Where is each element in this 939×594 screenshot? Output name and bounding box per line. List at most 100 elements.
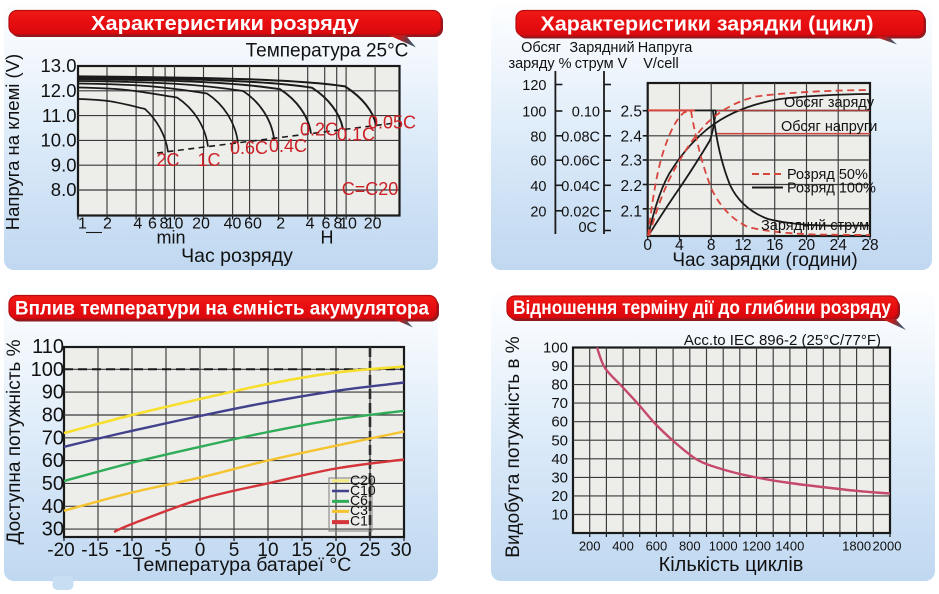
svg-text:12.0: 12.0 [40, 80, 76, 101]
svg-text:0.10: 0.10 [572, 105, 600, 121]
svg-text:6: 6 [148, 216, 157, 233]
svg-text:Час розряду: Час розряду [181, 245, 293, 267]
svg-text:80: 80 [42, 404, 64, 426]
svg-text:60: 60 [530, 154, 546, 170]
svg-text:110: 110 [32, 336, 64, 358]
svg-text:400: 400 [612, 539, 634, 554]
svg-text:10: 10 [257, 540, 278, 561]
svg-text:20: 20 [364, 216, 382, 233]
svg-text:0: 0 [195, 540, 206, 561]
svg-text:0.4C: 0.4C [269, 136, 307, 156]
svg-text:0: 0 [643, 237, 652, 254]
svg-text:20: 20 [192, 216, 210, 233]
svg-text:16: 16 [766, 237, 783, 254]
svg-text:2000: 2000 [873, 539, 902, 554]
svg-text:C10: C10 [350, 482, 376, 498]
svg-text:30: 30 [42, 519, 64, 541]
svg-text:6: 6 [322, 216, 331, 233]
svg-text:0.05C: 0.05C [368, 113, 416, 133]
svg-text:10: 10 [339, 216, 357, 233]
svg-text:80: 80 [551, 377, 568, 394]
svg-text:20: 20 [325, 540, 346, 561]
svg-text:80: 80 [530, 129, 546, 145]
svg-text:-10: -10 [115, 540, 142, 561]
svg-text:50: 50 [42, 473, 64, 495]
svg-text:50: 50 [551, 432, 568, 449]
svg-text:0C: 0C [578, 220, 597, 236]
svg-text:Доступна потужність %: Доступна потужність % [4, 339, 25, 544]
svg-text:H: H [321, 228, 334, 248]
svg-text:13.0: 13.0 [40, 55, 76, 76]
svg-text:40: 40 [551, 451, 568, 468]
svg-text:2.3: 2.3 [620, 153, 642, 170]
svg-text:C3: C3 [350, 502, 368, 518]
svg-text:0.1C: 0.1C [337, 125, 375, 145]
svg-text:60: 60 [42, 450, 64, 472]
svg-text:1800: 1800 [842, 539, 871, 554]
svg-text:70: 70 [42, 427, 64, 449]
svg-text:8: 8 [707, 237, 716, 254]
svg-text:20: 20 [530, 204, 546, 220]
svg-text:10.0: 10.0 [40, 130, 76, 151]
svg-text:C6: C6 [350, 492, 368, 508]
svg-text:8.0: 8.0 [51, 179, 77, 200]
svg-text:Час зарядки (години): Час зарядки (години) [672, 250, 857, 271]
svg-text:60: 60 [551, 414, 568, 431]
svg-text:40: 40 [530, 179, 546, 195]
svg-text:2C: 2C [156, 150, 179, 170]
svg-text:4: 4 [133, 216, 142, 233]
svg-text:0.6C: 0.6C [230, 138, 268, 158]
svg-text:-5: -5 [155, 540, 172, 561]
svg-text:800: 800 [679, 539, 701, 554]
svg-text:4: 4 [675, 237, 684, 254]
svg-text:2.2: 2.2 [620, 178, 642, 195]
svg-text:Зарядний: Зарядний [569, 40, 634, 56]
svg-text:V/cell: V/cell [643, 56, 678, 72]
svg-text:12: 12 [734, 237, 751, 254]
svg-text:Температура 25°C: Температура 25°C [246, 41, 409, 62]
svg-text:90: 90 [551, 358, 568, 375]
svg-text:0.08C: 0.08C [561, 129, 600, 145]
svg-text:24: 24 [830, 237, 848, 254]
svg-text:600: 600 [646, 539, 668, 554]
svg-text:Обсяг заряду: Обсяг заряду [784, 95, 875, 111]
svg-text:30: 30 [551, 469, 568, 486]
svg-text:20: 20 [551, 488, 568, 505]
svg-text:70: 70 [551, 395, 568, 412]
svg-text:-15: -15 [81, 540, 108, 561]
svg-text:10: 10 [166, 216, 184, 233]
svg-text:28: 28 [861, 237, 878, 254]
svg-text:100: 100 [31, 359, 64, 381]
svg-text:Напруга: Напруга [638, 40, 694, 56]
svg-text:Розряд 100%: Розряд 100% [787, 181, 876, 197]
svg-text:4: 4 [306, 216, 315, 233]
svg-text:1C: 1C [197, 150, 220, 170]
svg-text:90: 90 [42, 382, 64, 404]
svg-text:Напруга на клемі (V): Напруга на клемі (V) [2, 54, 23, 230]
svg-text:Зарядний струм: Зарядний струм [761, 218, 869, 234]
svg-text:15: 15 [291, 540, 312, 561]
svg-text:C20: C20 [350, 472, 376, 488]
svg-text:8: 8 [160, 216, 169, 233]
svg-text:60: 60 [244, 216, 262, 233]
svg-text:0.06C: 0.06C [561, 154, 600, 170]
svg-text:Acc.to IEC 896-2 (25°C/77°F): Acc.to IEC 896-2 (25°C/77°F) [684, 332, 881, 349]
svg-text:1000: 1000 [709, 539, 738, 554]
svg-text:Температура батареї °C: Температура батареї °C [133, 554, 352, 576]
svg-text:Кількість циклів: Кількість циклів [659, 554, 804, 576]
svg-text:Розряд 50%: Розряд 50% [787, 167, 868, 183]
svg-text:min: min [156, 228, 185, 248]
svg-text:0.2C: 0.2C [300, 120, 338, 140]
svg-text:40: 40 [224, 216, 242, 233]
svg-text:Видобута потужність в %: Видобута потужність в % [503, 336, 524, 557]
svg-text:2: 2 [276, 216, 285, 233]
svg-text:2.5: 2.5 [620, 104, 642, 121]
svg-text:заряду %: заряду % [508, 56, 571, 72]
svg-text:-20: -20 [47, 540, 74, 561]
svg-text:C1: C1 [350, 513, 368, 529]
svg-text:100: 100 [522, 105, 546, 121]
svg-text:Характеристики зарядки (цикл): Характеристики зарядки (цикл) [541, 13, 874, 36]
svg-text:5: 5 [229, 540, 240, 561]
svg-text:100: 100 [543, 340, 568, 357]
svg-text:120: 120 [522, 78, 546, 94]
